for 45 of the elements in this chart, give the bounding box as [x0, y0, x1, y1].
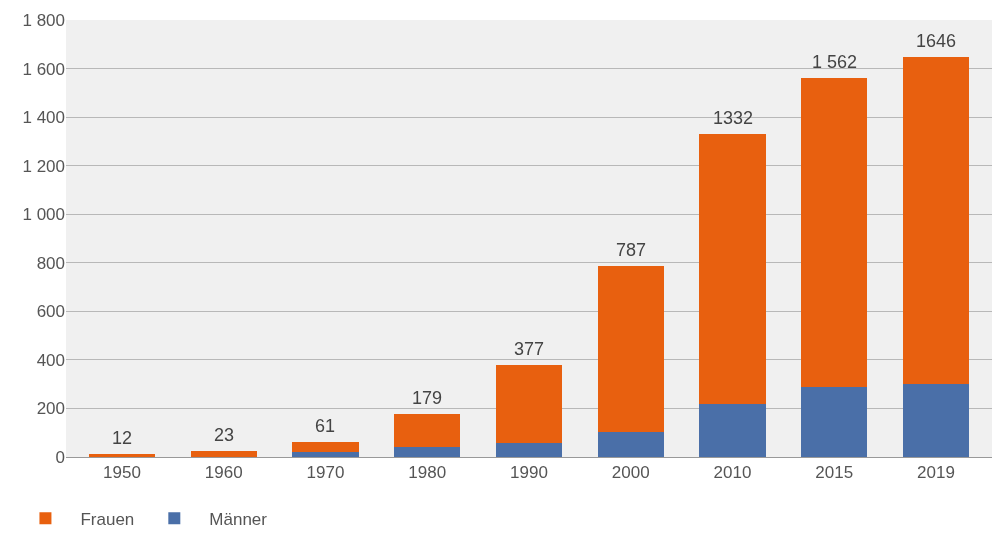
y-tick-label: 200 [36, 399, 65, 419]
bar [699, 133, 766, 404]
x-tick-label: 1970 [306, 463, 345, 483]
bar [801, 386, 868, 457]
y-tick-label: 1 000 [22, 205, 65, 225]
total-label: 12 [112, 428, 133, 448]
y-tick-label: 1 200 [22, 156, 65, 176]
total-label: 23 [214, 425, 235, 445]
y-tick-label: 0 [55, 447, 65, 467]
y-tick-label: 1 800 [22, 10, 65, 30]
y-tick-label: 400 [36, 350, 65, 370]
bar [394, 413, 461, 447]
bar [292, 452, 359, 457]
x-tick-label: 1980 [408, 463, 447, 483]
total-label: 1 562 [812, 52, 858, 72]
legend-label: Frauen [80, 509, 135, 529]
x-tick-label: 2010 [713, 463, 752, 483]
bar [394, 446, 461, 457]
y-tick-label: 800 [36, 253, 65, 273]
total-label: 61 [315, 416, 336, 436]
total-label: 1332 [713, 108, 754, 128]
x-tick-label: 2000 [611, 463, 650, 483]
x-tick-label: 1960 [204, 463, 243, 483]
bar [495, 442, 563, 457]
total-label: 1646 [916, 31, 957, 51]
x-tick-label: 2019 [917, 463, 955, 483]
bar [699, 403, 766, 457]
total-label: 179 [412, 388, 443, 408]
x-tick-label: 1950 [103, 463, 141, 483]
x-tick-label: 1990 [510, 463, 548, 483]
y-tick-label: 600 [36, 302, 65, 322]
bar [597, 265, 664, 432]
y-tick-label: 1 600 [22, 59, 65, 79]
legend-label: Männer [209, 509, 268, 529]
bar [495, 365, 563, 443]
bar [597, 431, 664, 457]
bar [902, 384, 970, 457]
total-label: 377 [514, 339, 545, 359]
bar [190, 451, 257, 457]
x-tick-label: 2015 [815, 463, 854, 483]
total-label: 787 [616, 240, 647, 260]
y-tick-label: 1 400 [22, 108, 65, 128]
bar [292, 442, 359, 453]
bar [801, 77, 868, 387]
bar [902, 57, 970, 385]
